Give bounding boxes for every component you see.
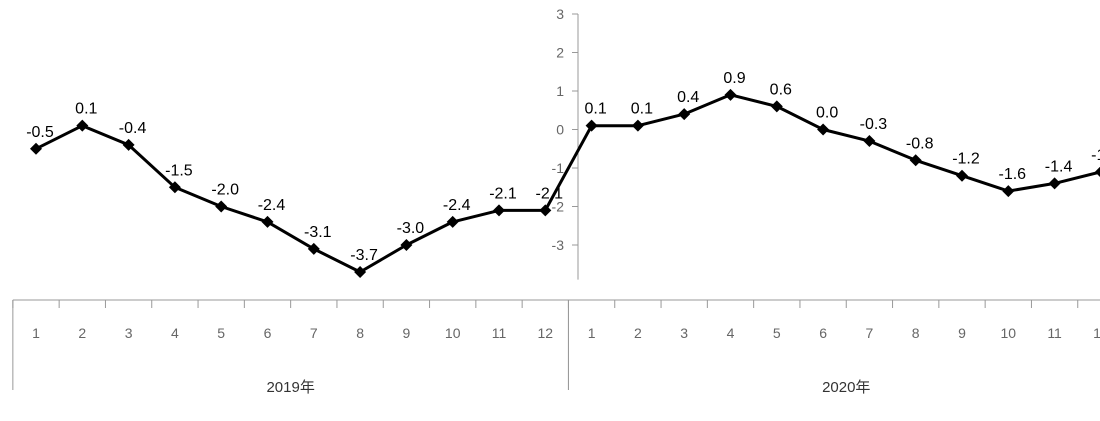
x-tick-label: 4 <box>727 325 735 341</box>
data-point-marker <box>770 100 783 113</box>
data-label: 0.6 <box>770 81 792 98</box>
data-point-marker <box>400 239 413 251</box>
data-point-marker <box>863 135 876 148</box>
x-tick-label: 1 <box>32 325 40 341</box>
x-tick-label: 2 <box>78 325 86 341</box>
x-tick-label: 11 <box>1047 325 1062 341</box>
data-label: 0.4 <box>677 89 699 106</box>
data-point-marker <box>1002 185 1015 198</box>
data-point-marker <box>493 204 505 217</box>
x-tick-label: 7 <box>866 325 874 341</box>
data-label: 0.1 <box>75 101 97 118</box>
data-point-marker <box>724 88 737 101</box>
data-label: 0.9 <box>723 70 745 87</box>
y-tick-label: 2 <box>556 45 564 61</box>
data-point-marker <box>1048 177 1061 190</box>
data-labels: -0.5 0.1 -0.4 -1.5 -2.0 -2.4 -3.1 -3.7 -3.0 -2.4 -… <box>26 70 1100 264</box>
data-markers <box>30 88 1100 278</box>
data-label: -3.7 <box>350 247 378 264</box>
data-point-marker <box>307 242 320 255</box>
data-point-marker <box>956 169 968 182</box>
data-label: -2.4 <box>258 197 286 214</box>
x-tick-label: 11 <box>492 325 507 341</box>
x-tick-label: 12 <box>1093 325 1100 341</box>
data-label: -2.4 <box>443 197 471 214</box>
data-label: -1.1 <box>1091 147 1100 164</box>
y-tick-label: -3 <box>552 237 565 253</box>
data-label: 0.1 <box>584 101 606 118</box>
data-label: -1.6 <box>999 166 1027 183</box>
x-tick-label: 5 <box>217 325 225 341</box>
data-label: 0.1 <box>631 101 653 118</box>
x-tick-label: 1 <box>588 325 596 341</box>
data-point-marker <box>585 119 598 132</box>
year-group-label: 2020年 <box>822 379 870 396</box>
x-tick-label: 10 <box>1001 325 1017 341</box>
data-label: -2.1 <box>536 185 564 202</box>
data-point-marker <box>168 181 181 194</box>
data-label: -2.1 <box>489 185 517 202</box>
data-label: -0.3 <box>860 116 888 133</box>
series-line-group <box>35 93 1100 274</box>
year-group-label: 2019年 <box>266 379 314 396</box>
y-axis: 3 2 1 0 -1 -2 -3 <box>552 6 579 280</box>
data-label: -1.2 <box>952 151 980 168</box>
x-tick-label: 8 <box>356 325 364 341</box>
x-tick-label: 10 <box>445 325 461 341</box>
x-tick-label: 3 <box>680 325 688 341</box>
data-point-marker <box>817 123 830 136</box>
data-point-marker <box>539 204 552 217</box>
y-tick-label: 0 <box>556 122 564 138</box>
data-label: -3.1 <box>304 224 332 241</box>
data-point-marker <box>30 142 42 155</box>
y-tick-label: -2 <box>552 199 565 215</box>
x-tick-label: 5 <box>773 325 781 341</box>
data-point-marker <box>76 119 89 132</box>
data-point-marker <box>1094 166 1100 177</box>
x-tick-label: 12 <box>538 325 554 341</box>
data-label: -2.0 <box>211 182 239 199</box>
x-tick-label: 2 <box>634 325 642 341</box>
x-tick-label: 3 <box>125 325 133 341</box>
data-label: -0.8 <box>906 135 934 152</box>
data-point-marker <box>261 215 274 228</box>
data-point-marker <box>631 119 644 132</box>
data-point-marker <box>354 265 367 278</box>
data-label: 0.0 <box>816 105 838 122</box>
x-tick-label: 9 <box>958 325 966 341</box>
data-label: -1.4 <box>1045 158 1073 175</box>
data-point-marker <box>909 154 922 167</box>
data-label: -3.0 <box>397 220 425 237</box>
x-axis: 1234567891011121234567891011122019年2020年 <box>12 299 1100 396</box>
data-label: -0.5 <box>26 124 54 141</box>
data-point-marker <box>446 215 459 228</box>
x-tick-label: 6 <box>819 325 827 341</box>
data-point-marker <box>215 200 228 213</box>
data-point-marker <box>122 138 135 151</box>
data-label: -0.4 <box>119 120 147 137</box>
x-tick-label: 8 <box>912 325 920 341</box>
y-tick-label: -1 <box>552 160 565 176</box>
x-tick-label: 9 <box>403 325 411 341</box>
data-label: -1.5 <box>165 162 193 179</box>
x-tick-label: 7 <box>310 325 318 341</box>
series-line <box>35 93 1100 274</box>
y-tick-label: 3 <box>556 6 564 22</box>
y-tick-label: 1 <box>556 83 564 99</box>
x-tick-label: 6 <box>264 325 272 341</box>
data-point-marker <box>678 108 691 121</box>
x-tick-label: 4 <box>171 325 179 341</box>
